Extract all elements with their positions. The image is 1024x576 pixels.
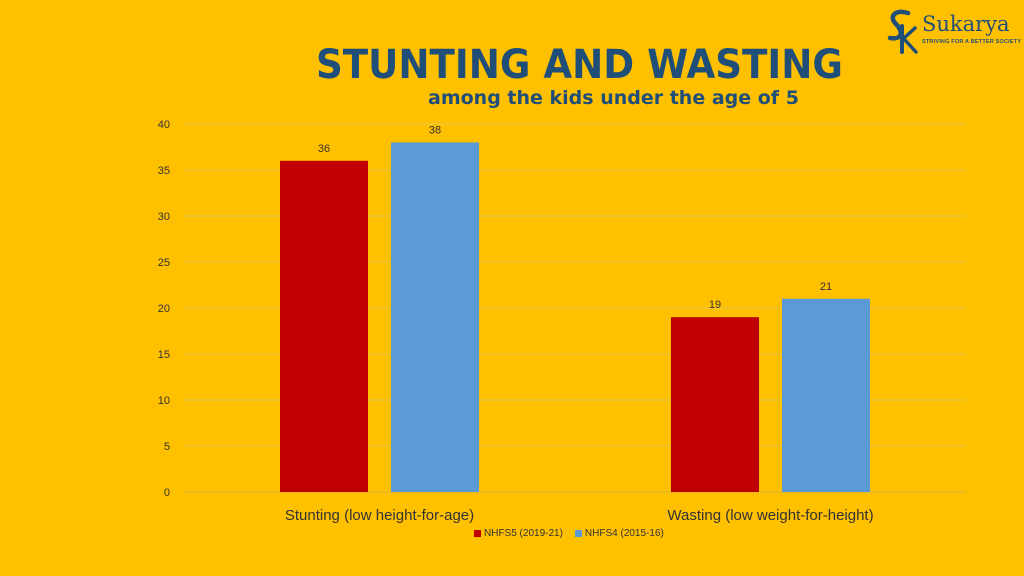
data-label: 38 [429, 124, 441, 136]
bars [280, 142, 870, 493]
logo-wordmark: Sukarya [922, 12, 1010, 36]
bar [391, 142, 479, 492]
data-label: 19 [709, 299, 721, 311]
x-category-label: Wasting (low weight-for-height) [667, 507, 873, 524]
data-label: 21 [820, 281, 832, 293]
logo-tagline: STRIVING FOR A BETTER SOCIETY [922, 39, 1022, 45]
bar [782, 298, 870, 492]
sk-monogram-icon [887, 9, 918, 54]
sukarya-logo: Sukarya STRIVING FOR A BETTER SOCIETY [882, 6, 1021, 54]
data-label: 36 [318, 143, 330, 155]
y-tick-label: 10 [158, 395, 170, 407]
legend-item-nhfs4: NHFS4 (2015-16) [574, 527, 664, 539]
legend-label-nhfs5: NHFS5 (2019-21) [484, 527, 563, 539]
legend-label-nhfs4: NHFS4 (2015-16) [584, 527, 664, 539]
y-tick-label: 5 [164, 441, 170, 453]
y-tick-label: 15 [158, 349, 170, 361]
chart-title: STUNTING AND WASTING [316, 42, 843, 88]
y-tick-label: 40 [158, 119, 170, 131]
y-axis: 0 5 10 15 20 25 30 35 40 [158, 119, 170, 499]
x-category-label: Stunting (low height-for-age) [285, 507, 474, 524]
y-tick-label: 20 [158, 303, 170, 315]
bar [671, 317, 759, 492]
y-tick-label: 30 [158, 211, 170, 223]
legend-swatch-nhfs5 [474, 529, 481, 537]
y-tick-label: 25 [158, 257, 170, 269]
x-axis: Stunting (low height-for-age) Wasting (lo… [285, 507, 874, 524]
legend-swatch-nhfs4 [574, 529, 582, 537]
bar [280, 160, 368, 493]
y-tick-label: 0 [164, 487, 170, 499]
legend-item-nhfs5: NHFS5 (2019-21) [474, 528, 563, 539]
y-tick-label: 35 [158, 165, 170, 177]
chart-subtitle: among the kids under the age of 5 [428, 87, 799, 109]
legend: NHFS5 (2019-21) NHFS4 (2015-16) [474, 526, 664, 540]
data-labels: 36 38 19 21 [318, 124, 832, 311]
